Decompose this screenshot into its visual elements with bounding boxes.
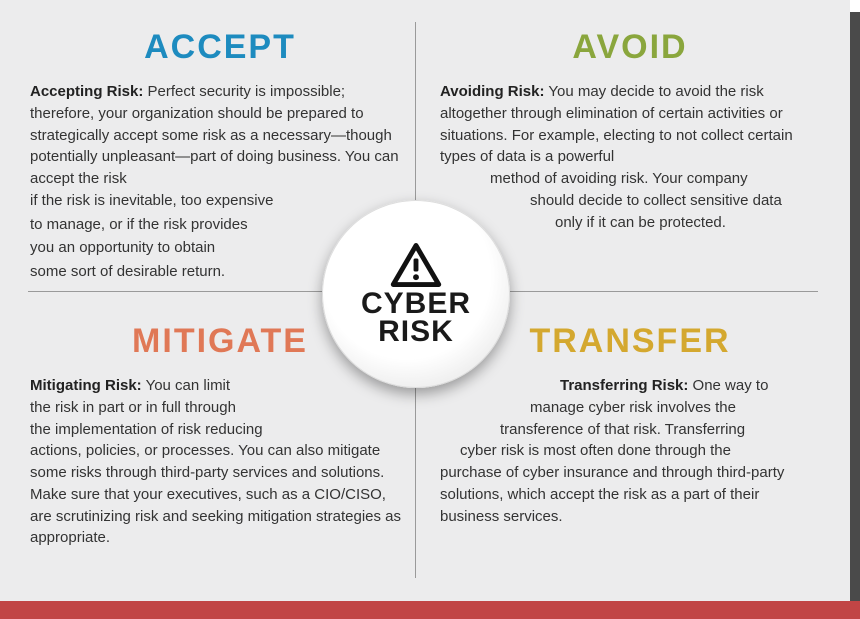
avoid-lead: Avoiding Risk: [440,83,544,100]
avoid-text-2: method of avoiding risk. Your company [440,168,820,190]
center-label: CYBER RISK [361,290,471,347]
mitigate-text-1: You can limit [142,377,230,394]
avoid-title: AVOID [440,28,820,67]
transfer-text-1: One way to [688,377,768,394]
warning-icon [390,242,442,288]
transfer-text-3: transference of that risk. Transferring [440,419,820,441]
quadrant-avoid: AVOID Avoiding Risk: You may decide to a… [440,28,820,233]
center-line1: CYBER [361,290,471,319]
bottom-accent-bar [0,601,860,619]
transfer-text-5: purchase of cyber insurance and through … [440,462,820,527]
page-shadow-right [850,12,860,613]
mitigate-body: Mitigating Risk: You can limit the risk … [30,375,410,549]
mitigate-lead: Mitigating Risk: [30,377,142,394]
infographic-panel: ACCEPT Accepting Risk: Perfect security … [0,0,850,601]
avoid-body: Avoiding Risk: You may decide to avoid t… [440,81,820,233]
transfer-lead: Transferring Risk: [560,377,688,394]
mitigate-text-2: the risk in part or in full through [30,397,310,419]
quadrant-transfer: TRANSFER Transferring Risk: One way to m… [440,322,820,527]
center-disc: CYBER RISK [322,200,510,388]
avoid-text-3: should decide to collect sensitive data [440,190,820,212]
avoid-text-4: only if it can be protected. [440,212,820,234]
accept-lead: Accepting Risk: [30,83,143,100]
mitigate-text-3: the implementation of risk reducing [30,419,330,441]
accept-title: ACCEPT [30,28,410,67]
accept-text-5: some sort of desirable return. [30,261,280,283]
transfer-text-2: manage cyber risk involves the [440,397,820,419]
accept-text-4: you an opportunity to obtain [30,237,280,259]
transfer-body: Transferring Risk: One way to manage cyb… [440,375,820,527]
accept-text-2: if the risk is inevitable, too expensive [30,190,340,212]
accept-text-3: to manage, or if the risk provides [30,214,300,236]
mitigate-text-4: actions, policies, or processes. You can… [30,440,410,549]
center-line2: RISK [361,318,471,347]
transfer-text-4: cyber risk is most often done through th… [440,440,820,462]
